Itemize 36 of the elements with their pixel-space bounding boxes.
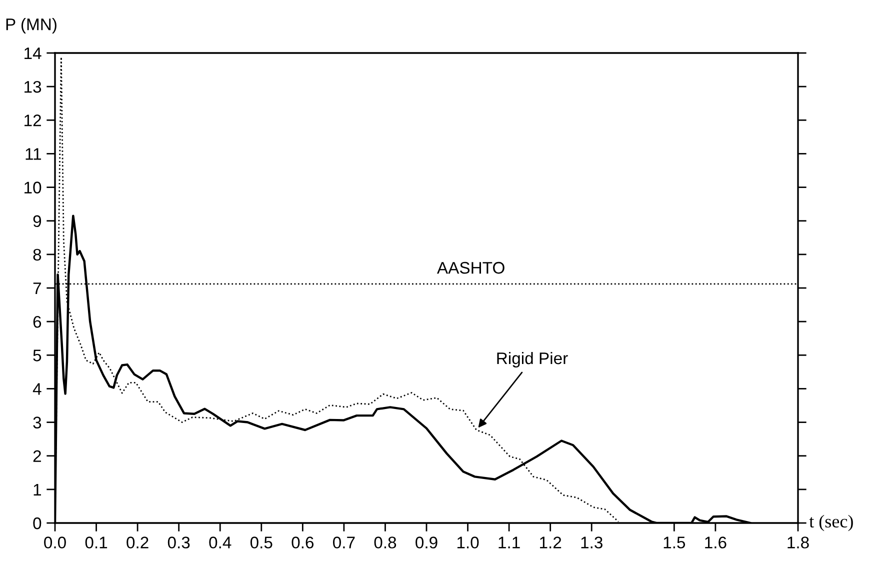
x-tick-label: 1.0 [457,536,479,548]
ref-line-label: AASHTO [436,262,504,274]
x-tick-label: 0.0 [44,536,66,548]
x-tick-label: 0.6 [292,536,314,548]
annotation: Rigid Pier [497,352,568,368]
x-tick-label: 1.2 [540,536,562,548]
y-tick-label: 1 [34,484,41,496]
y-tick-label: 14 [24,48,42,60]
x-tick-label: 1.3 [581,536,602,548]
x-tick-label: 0.8 [374,536,396,548]
x-axis-title: t (sec) [809,514,853,532]
x-tick-label: 0.2 [126,536,148,548]
x-tick-label: 1.5 [664,536,686,548]
y-tick-label: 7 [33,282,41,294]
y-tick-label: 11 [26,148,41,160]
x-tick-label: 1.8 [788,536,809,548]
y-tick-label: 2 [33,450,41,462]
y-tick-label: 12 [24,114,41,126]
y-tick-label: 5 [33,350,42,362]
y-tick-label: 6 [33,316,42,328]
x-tick-label: 0.7 [333,536,355,548]
y-tick-label: 10 [24,182,42,194]
x-tick-label: 0.4 [209,536,232,548]
x-tick-label: 0.9 [416,536,438,548]
y-tick-label: 9 [33,215,42,228]
y-axis-title: P (MN) [6,18,56,34]
y-tick-label: 0 [33,517,42,530]
x-tick-label: 1.1 [498,536,520,548]
y-tick-label: 13 [24,80,42,93]
y-tick-label: 8 [33,248,42,261]
x-tick-label: 0.1 [85,536,108,548]
y-tick-label: 3 [33,416,42,428]
x-tick-label: 0.5 [250,536,272,548]
y-tick-label: 4 [32,383,42,395]
x-tick-label: 1.6 [705,536,726,548]
x-tick-label: 0.3 [168,536,190,548]
